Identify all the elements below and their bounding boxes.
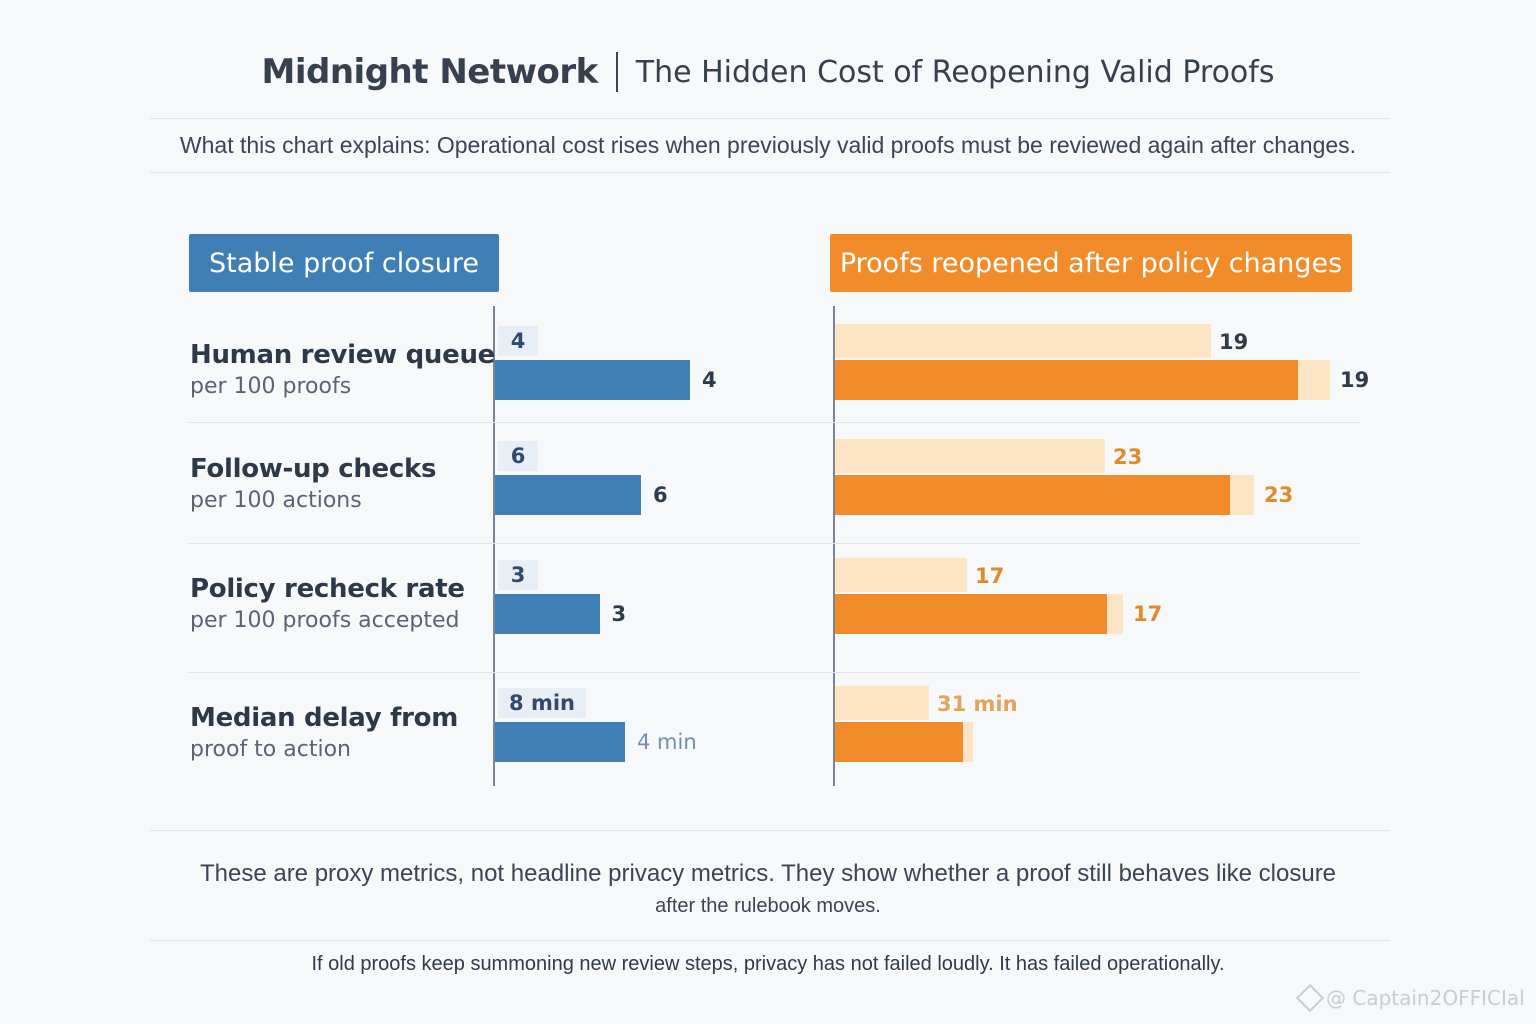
footer-note: These are proxy metrics, not headline pr… [0,858,1536,922]
reopened-bar-value: 17 [1133,602,1163,626]
brand-title: Midnight Network [261,52,599,92]
reopened-light-value: 31 min [937,692,1018,716]
axis-stable [493,306,495,786]
metric-name: Follow-up checks [190,454,437,484]
row-label: Human review queue per 100 proofs [190,340,495,399]
row-separator [188,672,1360,673]
metric-name: Median delay from [190,703,459,733]
watermark-logo-icon [1295,983,1325,1013]
metric-unit: per 100 proofs accepted [190,608,460,633]
stable-bar-value: 3 [611,602,627,626]
reopened-light-bar [835,324,1211,358]
metric-unit: per 100 actions [190,488,362,513]
footer-rule [150,830,1390,831]
reopened-bar-value: 23 [1264,483,1294,507]
conclusion-text: If old proofs keep summoning new review … [311,953,1225,975]
metric-unit: per 100 proofs [190,374,352,399]
reopened-bar [835,594,1107,634]
panel-header-reopened: Proofs reopened after policy changes [830,234,1352,292]
stable-bar [495,722,625,762]
reopened-bar-value: 19 [1340,368,1370,392]
reopened-light-bar [835,686,929,720]
stable-bar [495,360,690,400]
watermark-text: @ Captain2OFFICIal [1326,986,1525,1010]
row-label: Policy recheck rate per 100 proofs accept… [190,574,465,633]
stable-chip-label: 8 min [498,688,586,718]
explainer-rule [150,172,1390,173]
conclusion-rule [150,940,1390,941]
panel-header-stable: Stable proof closure [189,234,499,292]
axis-reopened [833,306,835,786]
stable-bar [495,594,600,634]
stable-chip-label: 6 [498,441,538,471]
reopened-bar [835,722,963,762]
title-row: Midnight Network The Hidden Cost of Reop… [0,52,1536,92]
row-label: Follow-up checks per 100 actions [190,454,436,513]
chart-headline: The Hidden Cost of Reopening Valid Proof… [635,54,1275,90]
row-separator [188,543,1360,544]
reopened-bar [835,475,1230,515]
reopened-light-value: 23 [1113,445,1143,469]
metric-name: Policy recheck rate [190,574,465,604]
footer-note-line1: These are proxy metrics, not headline pr… [199,860,1337,887]
stable-bar-value: 4 min [637,730,697,754]
reopened-light-value: 19 [1219,330,1249,354]
title-divider [615,52,618,92]
footer-note-line2: after the rulebook moves. [655,895,881,917]
reopened-light-bar [835,439,1105,473]
stable-bar-value: 4 [702,368,717,392]
chart-explainer: What this chart explains: Operational co… [179,132,1357,158]
row-separator [188,422,1360,423]
reopened-bar [835,360,1298,400]
stable-bar [495,475,641,515]
stable-chip-label: 4 [498,326,538,356]
top-rule [150,118,1390,119]
watermark: @ Captain2OFFICIal [1295,983,1525,1013]
stable-chip-label: 3 [498,560,538,590]
stable-bar-value: 6 [653,483,668,507]
metric-unit: proof to action [190,737,351,762]
row-label: Median delay from proof to action [190,703,458,762]
reopened-light-value: 17 [975,564,1005,588]
metric-name: Human review queue [190,340,495,370]
reopened-light-bar [835,558,967,592]
